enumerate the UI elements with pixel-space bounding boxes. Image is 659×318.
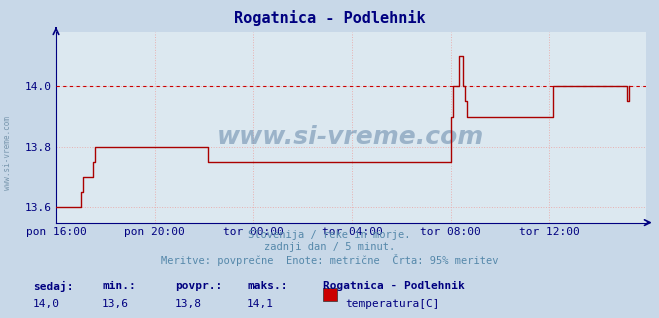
Text: temperatura[C]: temperatura[C] [345,299,440,309]
Text: zadnji dan / 5 minut.: zadnji dan / 5 minut. [264,242,395,252]
Text: www.si-vreme.com: www.si-vreme.com [3,116,13,190]
Text: Meritve: povprečne  Enote: metrične  Črta: 95% meritev: Meritve: povprečne Enote: metrične Črta:… [161,254,498,266]
Text: Rogatnica - Podlehnik: Rogatnica - Podlehnik [234,10,425,25]
Text: 13,6: 13,6 [102,299,129,309]
Text: sedaj:: sedaj: [33,281,73,293]
Text: min.:: min.: [102,281,136,291]
Text: 14,0: 14,0 [33,299,60,309]
Text: Slovenija / reke in morje.: Slovenija / reke in morje. [248,230,411,239]
Text: povpr.:: povpr.: [175,281,222,291]
Text: maks.:: maks.: [247,281,287,291]
Text: www.si-vreme.com: www.si-vreme.com [217,125,484,149]
Text: Rogatnica - Podlehnik: Rogatnica - Podlehnik [323,281,465,292]
Text: 13,8: 13,8 [175,299,202,309]
Text: 14,1: 14,1 [247,299,274,309]
